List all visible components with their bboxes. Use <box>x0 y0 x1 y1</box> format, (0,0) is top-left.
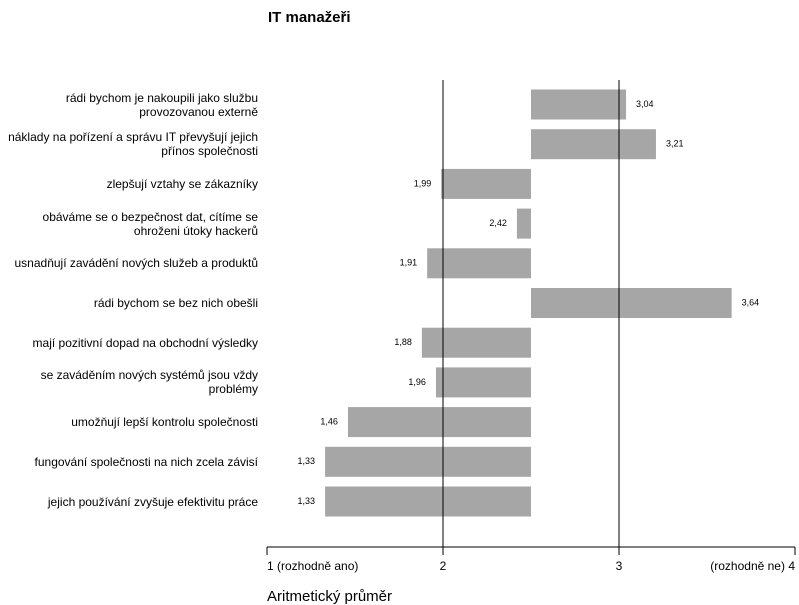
category-label: fungování společnosti na nich zcela závi… <box>34 454 258 469</box>
x-tick-label: 3 <box>616 559 623 573</box>
bar <box>435 367 531 398</box>
bar <box>421 327 531 358</box>
category-label: usnadňují zavádění nových služeb a produ… <box>14 256 259 271</box>
value-label: 1,46 <box>320 416 338 426</box>
bar <box>325 446 531 477</box>
value-label: 3,21 <box>666 139 684 149</box>
category-label: jejich používání zvyšuje efektivitu prác… <box>47 494 258 509</box>
bar <box>347 407 531 438</box>
x-tick-label: 1 (rozhodně ano) <box>267 559 358 573</box>
category-label: náklady na pořízení a správu IT převyšuj… <box>8 130 258 159</box>
category-label: rádi bychom se bez nich obešli <box>93 296 258 310</box>
value-label: 1,88 <box>394 337 412 347</box>
bar <box>325 486 531 517</box>
x-tick-label: 2 <box>440 559 447 573</box>
category-label: se zaváděním nových systémů jsou vždy pr… <box>40 368 258 397</box>
bar <box>531 129 656 160</box>
value-label: 3,64 <box>742 297 760 307</box>
bar <box>531 89 627 120</box>
chart-title: IT manažeři <box>268 9 351 26</box>
bar <box>516 208 531 239</box>
category-label: rádi bychom je nakoupili jako službu pro… <box>65 90 258 119</box>
value-label: 1,33 <box>298 496 316 506</box>
value-label: 1,91 <box>400 258 418 268</box>
bar <box>441 168 531 199</box>
value-label: 3,04 <box>636 99 654 109</box>
category-label: zlepšují vztahy se zákazníky <box>106 176 258 191</box>
category-label: mají pozitivní dopad na obchodní výsledk… <box>32 335 258 350</box>
value-label: 1,99 <box>414 178 432 188</box>
value-label: 1,33 <box>298 456 316 466</box>
value-label: 1,96 <box>408 377 426 387</box>
bar <box>427 248 531 279</box>
x-tick-label: (rozhodně ne) 4 <box>710 559 795 573</box>
category-label: umožňují lepší kontrolu společnosti <box>71 415 258 430</box>
x-axis-title: Aritmetický průměr <box>267 588 392 605</box>
bar <box>531 288 732 318</box>
value-label: 2,42 <box>489 218 507 228</box>
category-label: obáváme se o bezpečnost dat, cítíme se o… <box>42 209 258 238</box>
